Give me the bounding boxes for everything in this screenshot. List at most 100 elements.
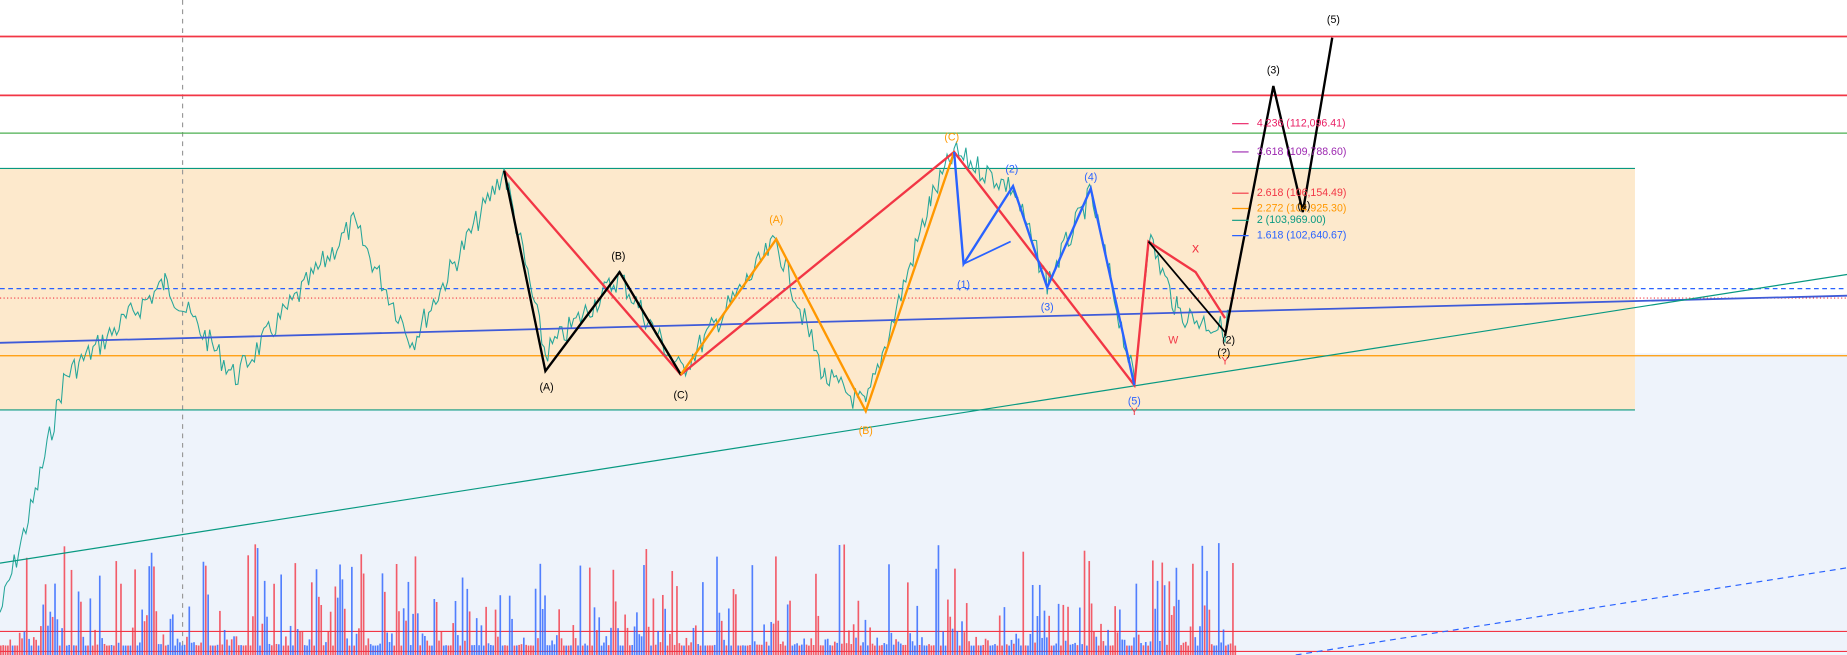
volume-bar <box>124 645 127 655</box>
volume-bar <box>763 624 765 655</box>
wave <box>952 151 1136 386</box>
volume-bar <box>7 645 9 655</box>
volume-bar <box>332 645 334 655</box>
volume-bar <box>402 608 405 655</box>
volume-bar <box>508 595 511 655</box>
volume-bar <box>1069 644 1072 655</box>
volume-bar <box>723 639 725 655</box>
volume-bar <box>287 645 290 655</box>
volume-bar <box>1107 629 1109 655</box>
volume-bar <box>904 644 907 655</box>
volume-bar <box>138 642 141 655</box>
volume-bar <box>805 644 808 655</box>
volume-bar <box>40 626 42 655</box>
volume-bar <box>466 588 469 655</box>
volume-bar <box>23 631 26 655</box>
volume-bar <box>640 636 643 655</box>
volume-bar <box>928 644 930 655</box>
wave-label: (5) <box>1128 396 1141 408</box>
volume-bar <box>1001 645 1003 655</box>
volume-bar <box>47 625 49 655</box>
volume-bar <box>932 645 935 655</box>
volume-bar <box>527 645 530 655</box>
volume-bar <box>1196 645 1199 655</box>
volume-bar <box>1090 603 1093 655</box>
volume-bar <box>1060 645 1062 655</box>
volume-bar <box>530 645 532 655</box>
volume-bar <box>504 645 506 655</box>
volume-bar <box>419 645 421 655</box>
volume-bar <box>607 645 610 655</box>
volume-bar <box>96 644 99 655</box>
volume-bar <box>874 645 876 655</box>
volume-bar <box>881 645 883 655</box>
volume-bar <box>237 645 240 655</box>
volume-bar <box>391 633 393 655</box>
volume-bar <box>822 645 824 655</box>
volume-bar <box>108 645 111 655</box>
volume-bar <box>249 645 252 655</box>
wave-label: (3) <box>1041 301 1054 313</box>
volume-bar <box>261 623 264 655</box>
volume-bar <box>1017 638 1020 655</box>
volume-bar <box>1156 580 1159 655</box>
volume-bar <box>101 638 103 655</box>
volume-bar <box>970 645 973 655</box>
volume-bar <box>37 645 40 655</box>
volume-bar <box>652 598 655 655</box>
volume-bar <box>355 633 358 655</box>
volume-bar <box>270 645 273 655</box>
volume-bar <box>1010 639 1013 655</box>
volume-bar <box>1126 645 1128 655</box>
volume-bar <box>360 554 363 655</box>
volume-bar <box>1142 645 1145 655</box>
wave-label: (4) <box>1297 200 1310 212</box>
volume-bar <box>245 645 247 655</box>
volume-bar <box>916 605 919 655</box>
volume-bar <box>127 645 129 655</box>
volume-bar <box>202 561 205 655</box>
volume-bar <box>610 627 612 655</box>
fib-label: 2.618 (106,154.49) <box>1257 187 1347 199</box>
volume-bar <box>848 630 850 655</box>
volume-bar <box>0 645 2 655</box>
volume-bar <box>883 643 886 655</box>
volume-bar <box>282 645 285 655</box>
volume-bar <box>671 570 674 655</box>
volume-bar <box>54 583 56 655</box>
volume-bar <box>266 616 268 655</box>
volume-bar <box>716 556 718 655</box>
volume-bar <box>388 642 391 655</box>
volume-bar <box>553 644 556 655</box>
volume-bar <box>485 606 487 655</box>
volume-bar <box>490 644 492 655</box>
volume-bar <box>416 613 419 655</box>
volume-bar <box>424 635 426 655</box>
volume-bar <box>619 645 622 655</box>
wave <box>963 240 1012 265</box>
volume-bar <box>673 644 676 655</box>
volume-bar <box>482 645 485 655</box>
volume-bar <box>753 641 756 655</box>
volume-bar <box>633 626 636 655</box>
volume-bar <box>1159 640 1161 655</box>
volume-bar <box>899 643 902 655</box>
volume-bar <box>320 605 323 655</box>
volume-bar <box>89 598 92 655</box>
volume-bar <box>303 645 306 655</box>
volume-bar <box>829 645 831 655</box>
volume-bar <box>1201 545 1204 655</box>
volume-bar <box>1067 606 1069 655</box>
volume-bar <box>365 645 367 655</box>
fib-level: 3.618 (109,788.60) <box>1232 146 1346 158</box>
volume-bar <box>713 644 716 655</box>
wave-label: (3) <box>1267 64 1280 76</box>
volume-bar <box>195 645 198 655</box>
wave <box>679 151 956 415</box>
volume-bar <box>1227 644 1230 655</box>
volume-bar <box>987 640 989 655</box>
volume-bar <box>164 645 167 655</box>
volume-bar <box>572 625 575 655</box>
volume-bar <box>520 644 523 655</box>
volume-bar <box>737 645 740 655</box>
